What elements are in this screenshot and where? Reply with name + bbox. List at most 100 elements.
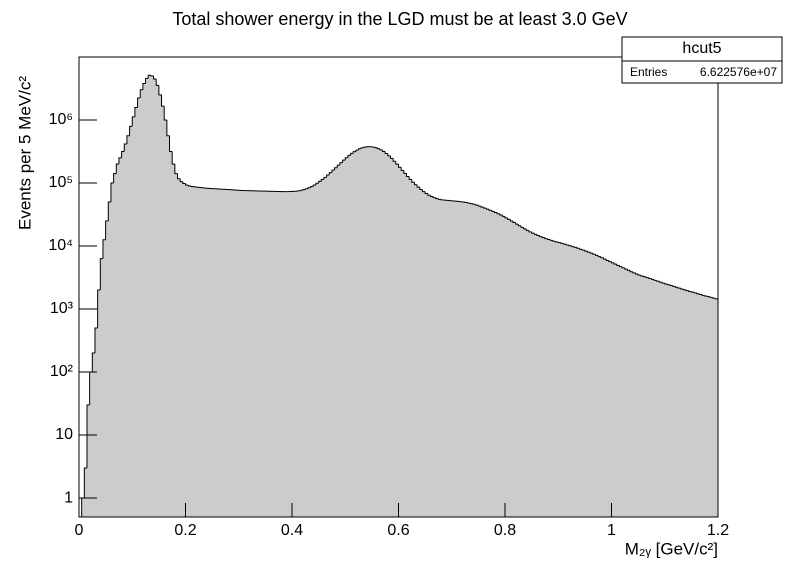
bar [292,191,295,518]
bar [489,210,492,518]
bar-outline [618,265,623,268]
bar [315,183,319,518]
bar-outline [557,241,561,244]
bar [148,75,152,517]
bar-outline [179,178,183,183]
bar [425,193,429,517]
bar [371,146,375,518]
bar [350,153,354,517]
bar-outline [190,185,194,188]
bar [710,297,713,517]
bar [555,241,559,518]
bar-outline [613,262,617,265]
bar [646,277,650,517]
bar-outline [105,220,109,240]
bar [379,149,383,517]
bar-outline [382,149,386,153]
bar [153,79,157,517]
bar-outline [334,167,338,171]
bar-outline [427,193,431,196]
bar [640,275,644,517]
bar-outline [496,212,500,215]
bar [523,228,527,518]
bar-outline [650,278,655,280]
bar [409,179,413,518]
bar [518,225,522,517]
bar [505,217,508,518]
bar-outline [581,249,585,251]
bar-outline [680,288,684,290]
bar-outline [658,281,663,283]
bar [310,186,314,517]
bar [278,191,282,517]
y-tick-label: 10⁶ [49,111,73,128]
bar-outline [536,234,540,236]
bar-outline [158,85,162,96]
bar [390,158,394,517]
y-tick-label: 10⁵ [49,174,73,191]
bar-outline [384,151,388,155]
bar-outline [153,75,157,80]
bar-outline [709,296,713,298]
bar-outline [603,257,607,260]
y-tick-label: 1 [64,489,73,506]
bar [654,280,658,517]
bar-outline [669,284,673,287]
bar-outline [421,189,426,193]
bar [688,291,692,517]
bar-outline [568,244,572,247]
bar-outline [477,205,482,207]
bar [241,190,245,518]
bar-outline [424,191,428,195]
bar-outline [480,206,484,208]
bar [419,189,423,518]
bar-outline [597,255,601,258]
bar [659,282,663,517]
bar [414,184,418,517]
bar [560,243,564,517]
bar-outline [310,186,314,188]
bar-outline [525,228,529,231]
bar [238,190,242,517]
bar [406,176,410,517]
bar-outline [464,201,468,204]
bar [512,222,516,518]
bar [595,255,599,517]
bar [398,167,402,518]
bar-outline [97,289,101,328]
bar-outline [685,289,689,292]
bar-outline [315,182,319,185]
bar [225,189,229,518]
bar [430,196,434,518]
bar-outline [595,254,599,256]
bar [499,215,503,517]
bar [606,260,610,517]
bar [307,187,311,517]
bar [608,261,612,517]
bar [220,189,224,517]
bar [97,290,101,517]
bar [217,188,221,517]
bar [630,271,634,517]
bar [377,148,381,517]
bar-outline [528,230,532,233]
bar [387,155,391,518]
bar-outline [539,235,543,238]
bar [627,270,631,517]
bar [435,198,439,517]
bar [188,185,192,517]
bar [558,242,562,517]
bar-outline [640,275,644,277]
bar [624,269,628,517]
bar-outline [336,164,340,168]
bar [438,199,442,517]
bar-outline [579,248,583,250]
bar [417,187,421,517]
bar-outline [416,184,420,188]
bar-outline [379,148,383,151]
bar [313,184,317,517]
bar [118,157,122,517]
bar [680,288,684,517]
bar [369,146,373,518]
bar-outline [560,242,564,244]
